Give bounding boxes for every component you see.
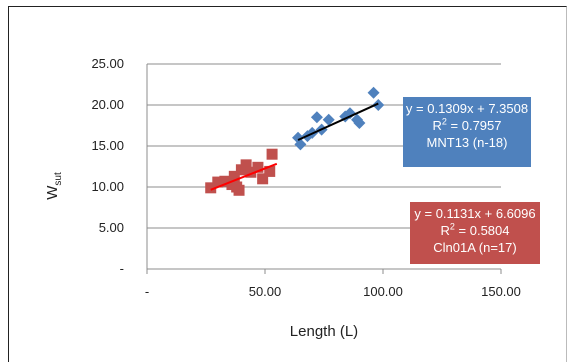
data-point-mnt13 (372, 99, 385, 111)
y-tick-label: 10.00 (91, 179, 124, 194)
y-tick-label: 5.00 (99, 220, 124, 235)
trendline-label-cln01a: y = 0.1131x + 6.6096 R2 = 0.5804 Cln01A … (410, 202, 540, 264)
data-point-cln01a (266, 148, 278, 160)
data-point-mnt13 (367, 86, 380, 99)
data-point-cln01a (245, 166, 257, 178)
series-label-cln01a: Cln01A (n=17) (433, 240, 517, 255)
data-point-mnt13 (343, 107, 356, 120)
equation-cln01a: y = 0.1131x + 6.6096 (414, 206, 536, 221)
r-squared-mnt13: R2 = 0.7957 (432, 116, 502, 133)
trendline-mnt13 (297, 102, 379, 141)
x-tick-label: 50.00 (249, 284, 282, 299)
y-axis-title: Wsut (44, 172, 64, 200)
data-point-cln01a (212, 176, 224, 188)
trendline-label-mnt13: y = 0.1309x + 7.3508 R2 = 0.7957 MNT13 (… (403, 97, 531, 167)
data-point-cln01a (240, 159, 252, 171)
y-tick-label: 25.00 (91, 56, 124, 71)
series-label-mnt13: MNT13 (n-18) (426, 135, 508, 150)
data-point-cln01a (228, 170, 240, 182)
data-point-mnt13 (353, 117, 366, 130)
x-axis-title: Length (L) (290, 323, 358, 340)
r-squared-cln01a: R2 = 0.5804 (440, 221, 510, 238)
equation-mnt13: y = 0.1309x + 7.3508 (405, 101, 529, 116)
data-point-cln01a (205, 182, 217, 194)
y-tick-label: 15.00 (91, 138, 124, 153)
x-tick-label: 100.00 (363, 284, 403, 299)
x-tick-label: - (145, 284, 149, 299)
y-tick-label: - (120, 261, 124, 276)
data-point-cln01a (219, 175, 231, 187)
data-point-mnt13 (310, 111, 323, 124)
trendline-cln01a (210, 162, 278, 191)
data-point-mnt13 (294, 138, 307, 151)
data-point-cln01a (233, 184, 245, 196)
data-point-mnt13 (322, 113, 335, 126)
data-point-cln01a (252, 161, 264, 173)
y-tick-label: 20.00 (91, 97, 124, 112)
data-point-cln01a (264, 165, 276, 177)
x-tick-label: 150.00 (481, 284, 521, 299)
data-point-cln01a (257, 173, 269, 185)
chart-frame (8, 6, 567, 362)
